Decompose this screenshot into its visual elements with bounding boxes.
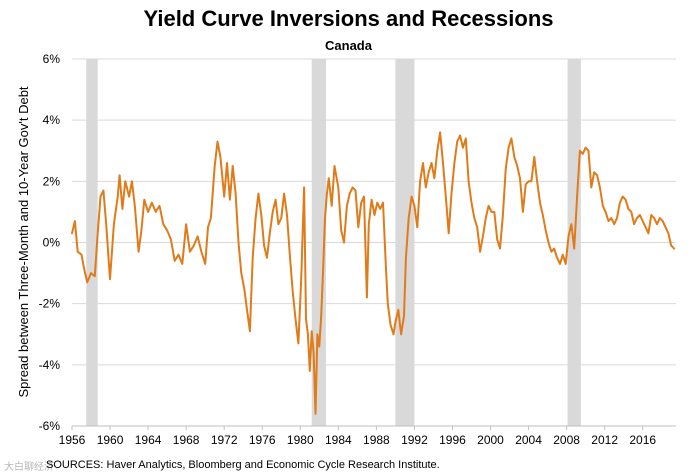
y-tick-label: 2%: [43, 174, 61, 188]
x-tick-label: 1968: [173, 433, 200, 447]
y-tick-label: 6%: [43, 52, 61, 66]
x-tick-label: 1988: [363, 433, 390, 447]
x-tick-label: 1976: [249, 433, 276, 447]
x-tick-label: 2004: [515, 433, 542, 447]
y-tick-label: -4%: [39, 358, 61, 372]
grid: [72, 58, 676, 427]
x-tick-label: 1972: [211, 433, 238, 447]
y-tick-label: 0%: [43, 236, 61, 250]
x-tick-label: 2008: [553, 433, 580, 447]
series-line-0: [71, 131, 676, 415]
source-note: SOURCES: Haver Analytics, Bloomberg and …: [46, 459, 440, 471]
y-tick-label: -6%: [39, 419, 61, 433]
x-tick-label: 1984: [325, 433, 352, 447]
x-tick-label: 2016: [629, 433, 656, 447]
x-tick-label: 2012: [591, 433, 618, 447]
x-tick-label: 1992: [401, 433, 428, 447]
x-tick-label: 1996: [439, 433, 466, 447]
chart-title: Yield Curve Inversions and Recessions: [143, 6, 554, 31]
x-tick-label: 1960: [97, 433, 124, 447]
series-layer: [71, 131, 676, 415]
x-tick-label: 1964: [135, 433, 162, 447]
chart-subtitle: Canada: [325, 38, 372, 53]
y-tick-label: -2%: [39, 297, 61, 311]
x-tick-label: 2000: [477, 433, 504, 447]
y-axis-title: Spread between Three-Month and 10-Year G…: [16, 86, 31, 397]
x-tick-label: 1956: [59, 433, 86, 447]
x-tick-label: 1980: [287, 433, 314, 447]
y-tick-label: 4%: [43, 113, 61, 127]
axes: -6% -4% -2% 0% 2% 4% 6% 1956 1960 1964 1968 1972 197…: [39, 52, 676, 447]
watermark-text: 大白聊经济: [4, 462, 54, 473]
